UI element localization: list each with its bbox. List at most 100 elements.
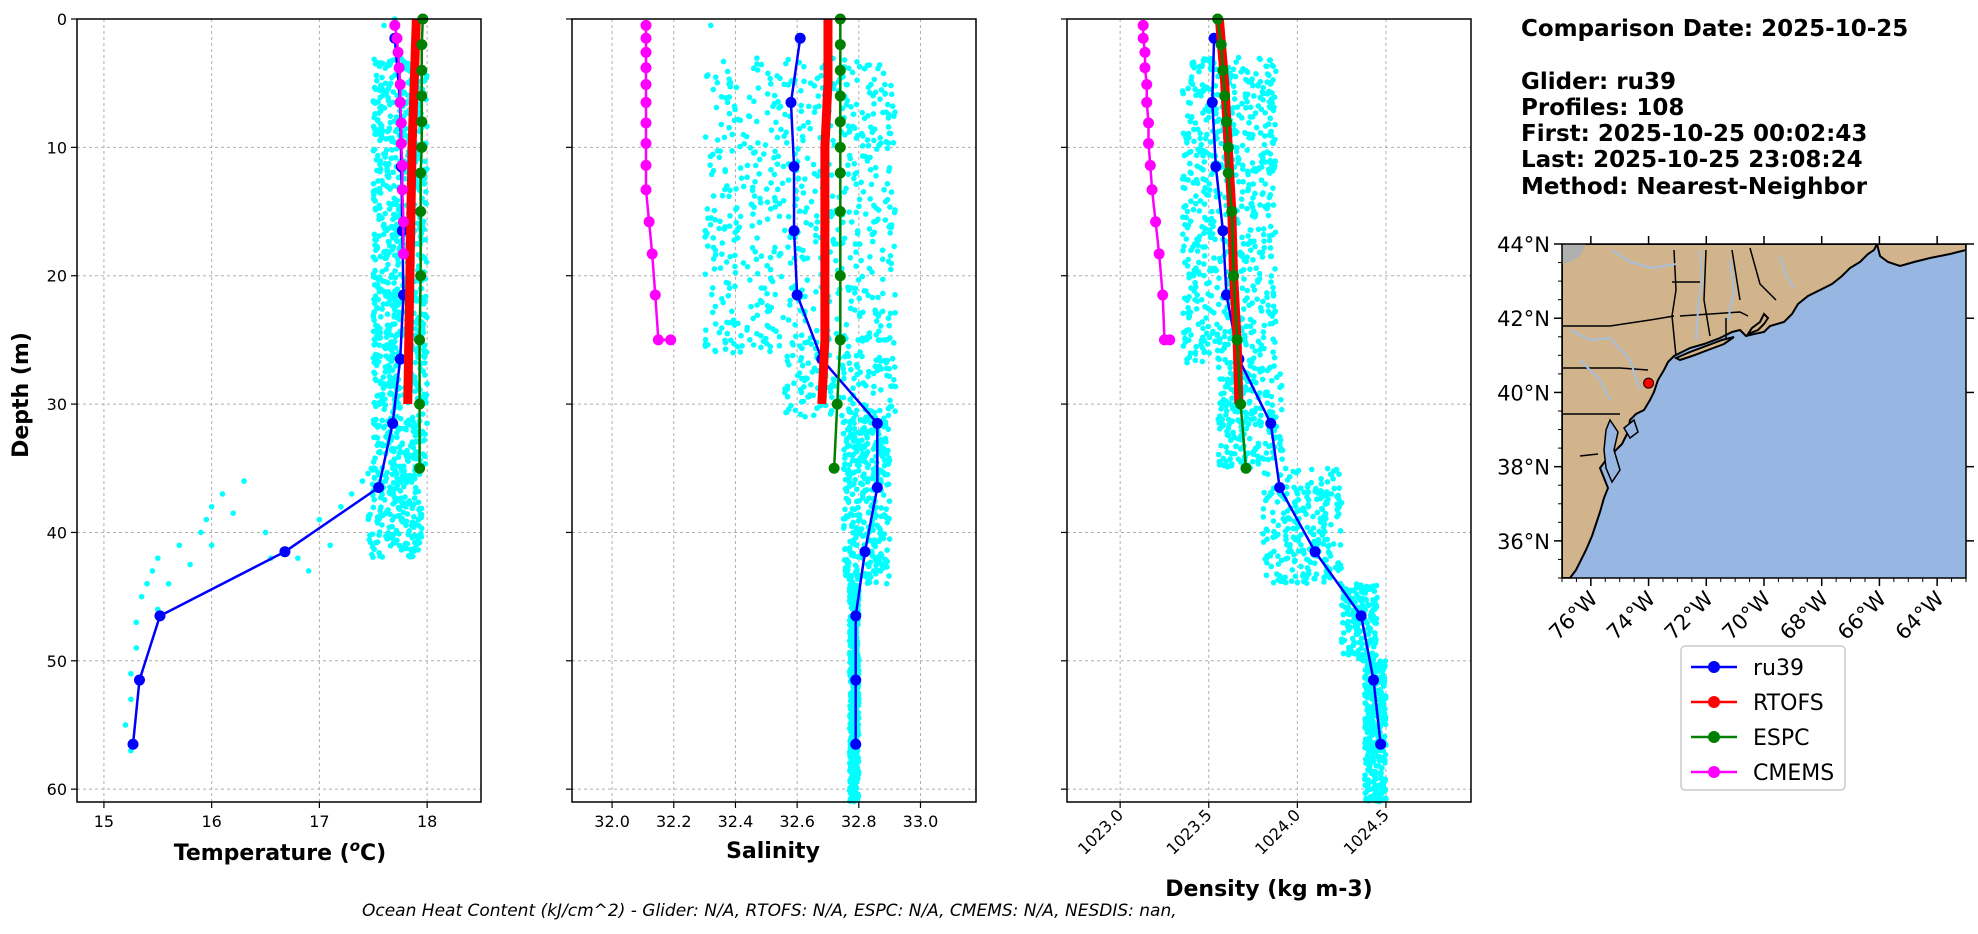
scatter-point — [1250, 257, 1256, 263]
scatter-point — [777, 103, 784, 110]
scatter-point — [421, 353, 427, 359]
scatter-point — [1264, 367, 1271, 374]
scatter-point — [395, 301, 401, 308]
scatter-point — [1312, 575, 1318, 582]
scatter-point — [861, 519, 867, 526]
series-point-ru39 — [387, 417, 399, 429]
scatter-point — [1187, 148, 1194, 155]
scatter-point — [1370, 758, 1377, 764]
series-espc — [1212, 13, 1252, 474]
scatter-point — [1206, 181, 1213, 187]
scatter-point — [719, 192, 726, 199]
scatter-point — [864, 137, 871, 143]
scatter-point — [1321, 574, 1328, 581]
scatter-point — [754, 55, 760, 61]
scatter-point — [390, 169, 396, 176]
scatter-point — [380, 385, 387, 391]
legend-entry-rtofs: RTOFS — [1691, 691, 1824, 716]
series-ru39 — [785, 32, 883, 750]
scatter-point — [737, 143, 743, 150]
scatter-point — [1205, 305, 1211, 312]
y-tick-label: 10 — [47, 138, 67, 157]
scatter-point — [746, 94, 753, 101]
scatter-point — [802, 176, 808, 182]
scatter-point — [745, 113, 752, 119]
series-point-cmems — [1137, 19, 1149, 31]
scatter-point — [784, 393, 791, 400]
scatter-point — [732, 269, 739, 276]
scatter-point — [1233, 59, 1239, 65]
scatter-point — [860, 189, 867, 195]
scatter-point — [709, 309, 716, 316]
series-point-ru39 — [1265, 417, 1277, 429]
scatter-point — [394, 485, 400, 492]
scatter-point — [724, 68, 731, 75]
scatter-point — [375, 449, 382, 456]
scatter-point — [722, 346, 729, 352]
scatter-point — [1314, 496, 1320, 503]
scatter-point — [842, 506, 848, 513]
scatter-point — [384, 301, 391, 307]
scatter-point — [1235, 156, 1242, 163]
scatter-point — [1201, 201, 1208, 207]
scatter-point — [371, 317, 377, 324]
scatter-point — [1278, 396, 1284, 403]
scatter-point — [1216, 461, 1223, 468]
scatter-point — [869, 294, 876, 301]
series-point-cmems — [640, 159, 652, 171]
legend-entry-espc: ESPC — [1691, 726, 1810, 751]
scatter-point — [1252, 421, 1259, 428]
scatter-point — [764, 262, 770, 269]
scatter-point — [1248, 329, 1255, 336]
x-tick-label: 17 — [309, 812, 329, 831]
series-point-cmems — [1141, 96, 1153, 108]
scatter-point — [883, 359, 890, 366]
scatter-point — [389, 367, 396, 373]
scatter-point — [864, 62, 871, 69]
scatter-point — [1248, 79, 1254, 86]
scatter-point — [1356, 639, 1363, 646]
scatter-point — [850, 111, 857, 118]
scatter-point — [710, 86, 717, 93]
scatter-point — [869, 231, 876, 238]
scatter-point — [883, 506, 889, 512]
scatter-point — [383, 353, 389, 359]
scatter-point — [377, 253, 384, 260]
scatter-point — [1269, 409, 1276, 415]
scatter-point — [767, 75, 774, 82]
scatter-point — [1380, 757, 1387, 764]
scatter-point — [1255, 226, 1262, 233]
scatter-point — [754, 235, 760, 241]
scatter-point — [884, 564, 890, 570]
series-point-ru39 — [788, 161, 800, 173]
scatter-point — [857, 349, 863, 355]
scatter-point — [1201, 230, 1207, 237]
scatter-point — [128, 670, 134, 677]
scatter-point — [856, 498, 863, 504]
scatter-point — [1300, 571, 1307, 577]
scatter-point — [704, 206, 711, 212]
scatter-point — [732, 106, 738, 113]
scatter-point — [295, 555, 301, 561]
scatter-point — [372, 236, 378, 243]
scatter-point — [208, 503, 215, 510]
scatter-point — [1238, 196, 1245, 202]
scatter-point — [1219, 399, 1225, 406]
scatter-point — [759, 299, 765, 306]
scatter-point — [1211, 255, 1217, 261]
series-point-ru39 — [850, 610, 862, 622]
scatter-point — [712, 74, 719, 80]
scatter-point — [424, 380, 430, 387]
scatter-point — [1238, 203, 1245, 210]
scatter-point — [874, 538, 880, 545]
scatter-point — [1191, 138, 1197, 145]
scatter-point — [391, 514, 397, 520]
series-point-cmems — [640, 78, 652, 90]
scatter-point — [816, 103, 822, 110]
scatter-point — [411, 374, 418, 380]
series-point-espc — [1240, 462, 1252, 474]
scatter-point — [886, 111, 892, 118]
scatter-point — [386, 524, 393, 531]
scatter-point — [855, 467, 862, 474]
scatter-point — [841, 375, 847, 382]
